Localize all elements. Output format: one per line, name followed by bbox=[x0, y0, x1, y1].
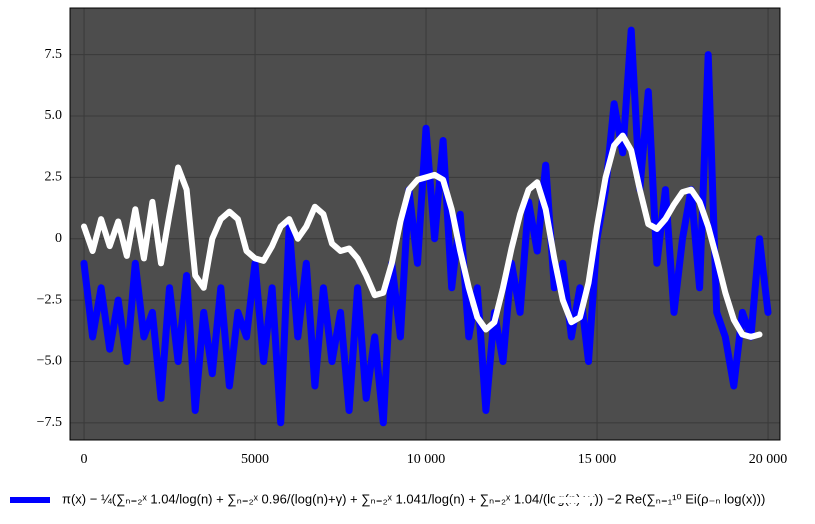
y-tick-label: −5.0 bbox=[37, 354, 62, 369]
x-tick-label: 10 000 bbox=[407, 452, 446, 467]
x-tick-label: 0 bbox=[81, 452, 88, 467]
x-tick-label: 20 000 bbox=[749, 452, 788, 467]
x-tick-label: 5000 bbox=[241, 452, 269, 467]
x-tick-label: 15 000 bbox=[578, 452, 617, 467]
y-tick-label: 5.0 bbox=[45, 108, 63, 123]
plot-background bbox=[70, 8, 780, 440]
y-tick-label: 0 bbox=[55, 231, 62, 246]
legend-label: π(x) − ¼(∑ₙ₌₂ˣ 1.04/log(n) + ∑ₙ₌₂ˣ 0.96/… bbox=[62, 491, 603, 506]
y-tick-label: 7.5 bbox=[45, 47, 63, 62]
y-tick-label: −7.5 bbox=[37, 415, 62, 430]
legend-label: −2 Re(∑ₙ₌₁¹⁰ Ei(ρ₋ₙ log(x))) bbox=[607, 491, 765, 506]
y-tick-label: 2.5 bbox=[45, 170, 63, 185]
y-tick-label: −2.5 bbox=[37, 292, 62, 307]
series-line bbox=[81, 132, 763, 340]
series-line bbox=[80, 26, 772, 427]
plot-frame bbox=[69, 7, 781, 441]
